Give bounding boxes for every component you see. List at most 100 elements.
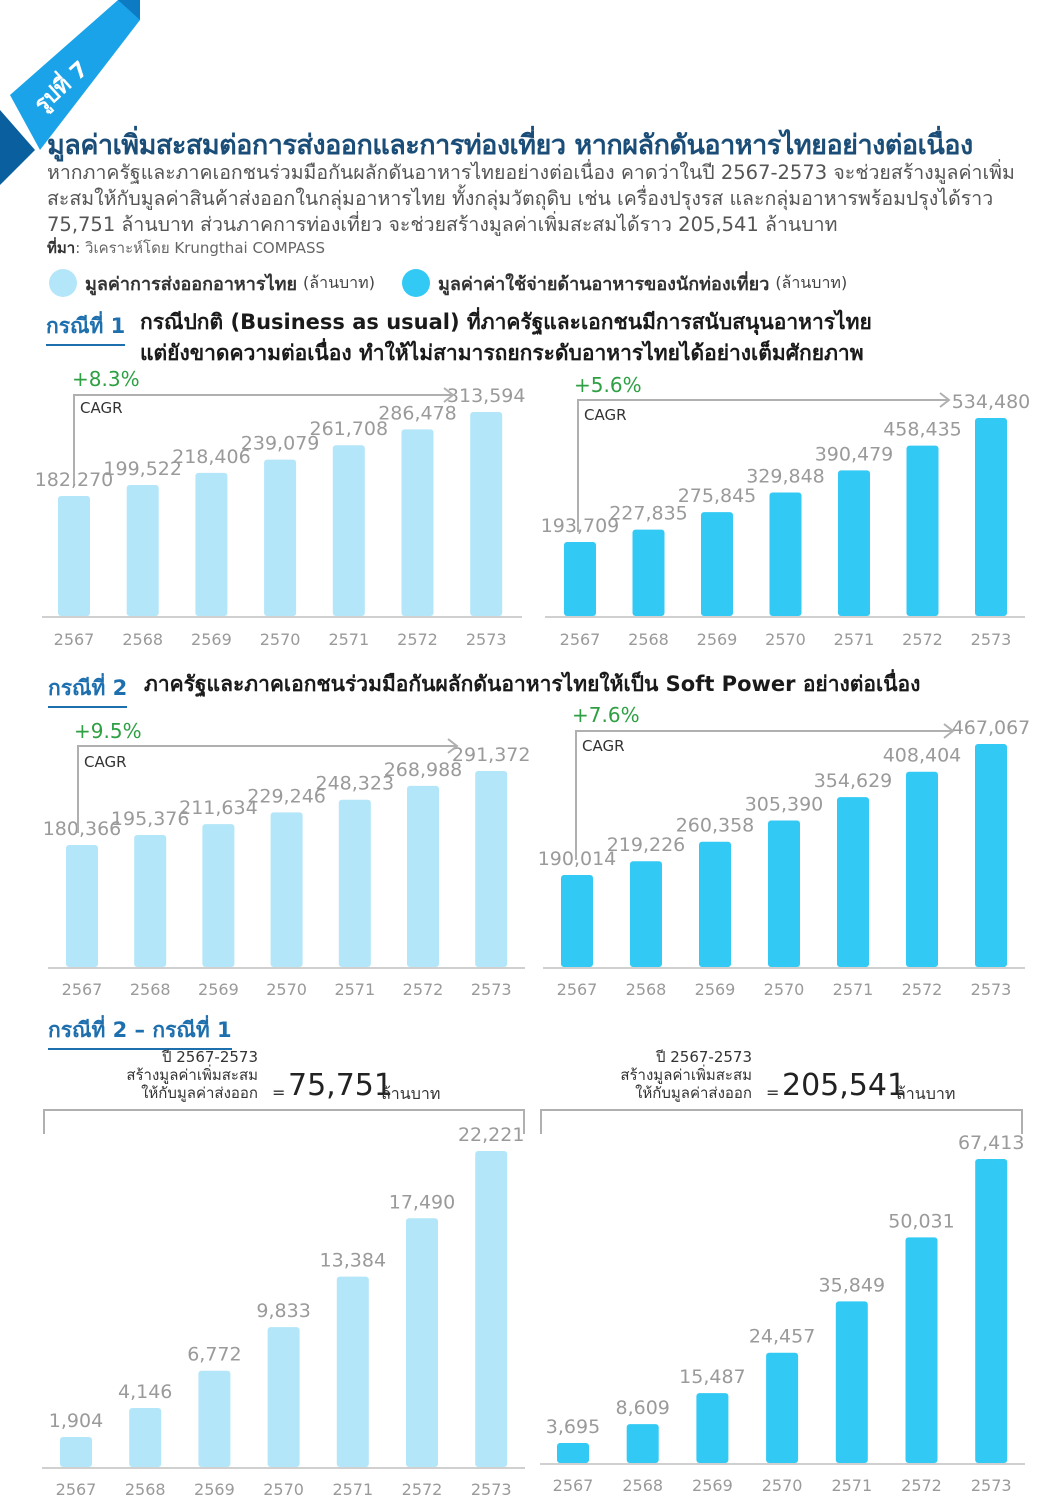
data-label: 22,221: [458, 1124, 524, 1146]
summary-right-lines: ปี 2567-2573 สร้างมูลค่าเพิ่มสะสม ให้กับ…: [554, 1048, 752, 1102]
data-label: 193,709: [541, 515, 620, 537]
data-label: 218,406: [172, 446, 251, 468]
x-tick-label: 2573: [466, 630, 507, 649]
bar: [564, 542, 596, 616]
bar: [699, 841, 731, 967]
x-tick-label: 2568: [125, 1480, 166, 1499]
bar: [58, 496, 90, 616]
x-tick-label: 2571: [334, 980, 375, 999]
bar: [267, 1327, 300, 1467]
bar: [470, 412, 503, 616]
bar: [626, 1424, 659, 1463]
cagr-bracket: [575, 730, 952, 860]
case-diff-label: กรณีที่ 2 – กรณีที่ 1: [48, 1014, 232, 1050]
x-tick-label: 2571: [328, 630, 369, 649]
data-label: 17,490: [389, 1191, 455, 1213]
bar: [696, 1393, 729, 1463]
cagr-value: +8.3%: [72, 367, 140, 391]
x-tick-label: 2571: [332, 1480, 373, 1499]
x-tick-label: 2572: [902, 980, 943, 999]
data-label: 8,609: [615, 1397, 669, 1419]
cagr-label: CAGR: [80, 399, 123, 417]
source-text: : วิเคราะห์โดย Krungthai COMPASS: [75, 239, 326, 257]
data-label: 239,079: [241, 433, 320, 455]
cagr-arrowhead: [443, 387, 455, 403]
bar: [632, 529, 665, 616]
cagr-arrowhead: [943, 723, 955, 739]
data-label: 13,384: [320, 1250, 386, 1272]
bar: [60, 1437, 92, 1467]
summary-right-unit: ล้านบาท: [896, 1084, 956, 1103]
case1-text-line: แต่ยังขาดความต่อเนื่อง ทำให้ไม่สามารถยกร…: [140, 341, 864, 365]
data-label: 534,480: [952, 391, 1031, 413]
cagr-bracket: [577, 399, 948, 532]
x-tick-label: 2568: [622, 1476, 663, 1495]
x-tick-label: 2569: [191, 630, 232, 649]
cagr-label: CAGR: [582, 737, 625, 755]
data-label: 15,487: [679, 1366, 745, 1388]
bar: [126, 484, 159, 616]
x-tick-label: 2573: [471, 980, 512, 999]
bar: [975, 744, 1007, 967]
bar: [837, 797, 869, 967]
description-line: 75,751 ล้านบาท ส่วนภาคการท่องเที่ยว จะช่…: [47, 213, 838, 236]
bar: [905, 1237, 938, 1463]
bar: [66, 845, 98, 967]
cagr-bracket: [77, 745, 456, 833]
bar: [332, 445, 365, 616]
data-label: 3,695: [546, 1416, 600, 1438]
bar: [134, 834, 167, 967]
legend-swatch-export: [49, 269, 77, 297]
bar: [906, 771, 938, 967]
bar: [701, 512, 733, 616]
legend-item-tourism: มูลค่าค่าใช้จ่ายด้านอาหารของนักท่องเที่ย…: [402, 268, 847, 298]
cagr-bracket: [73, 394, 452, 484]
bar: [561, 875, 593, 967]
summary-bracket: [43, 1109, 525, 1134]
data-label: 50,031: [888, 1210, 954, 1232]
data-label: 260,358: [676, 815, 755, 837]
x-tick-label: 2569: [194, 1480, 235, 1499]
cagr-arrowhead: [939, 392, 951, 408]
bar: [835, 1301, 868, 1463]
bar: [198, 1370, 231, 1467]
x-tick-label: 2570: [260, 630, 301, 649]
source-label: ที่มา: [47, 239, 76, 257]
legend-label-export: มูลค่าการส่งออกอาหารไทย: [85, 273, 298, 295]
data-label: 24,457: [749, 1326, 815, 1348]
cagr-label: CAGR: [84, 753, 127, 771]
bar: [475, 771, 508, 967]
case2-text: ภาครัฐและภาคเอกชนร่วมมือกันผลักดันอาหารไ…: [144, 672, 921, 696]
x-tick-label: 2568: [626, 980, 667, 999]
x-tick-label: 2568: [628, 630, 669, 649]
bar: [975, 1159, 1008, 1463]
legend-unit-export: (ล้านบาท): [303, 272, 375, 292]
bar: [406, 1218, 438, 1467]
summary-left-value: 75,751: [288, 1068, 393, 1103]
data-label: 458,435: [883, 419, 962, 441]
x-tick-label: 2572: [397, 630, 438, 649]
bar: [838, 470, 870, 616]
summary-line: ให้กับมูลค่าส่งออก: [635, 1084, 752, 1102]
summary-left-unit: ล้านบาท: [381, 1084, 441, 1103]
summary-line: ปี 2567-2573: [161, 1048, 258, 1066]
x-tick-label: 2573: [971, 980, 1012, 999]
cagr-value: +7.6%: [572, 703, 640, 727]
data-label: 35,849: [819, 1274, 885, 1296]
x-tick-label: 2570: [764, 980, 805, 999]
data-label: 9,833: [256, 1300, 310, 1322]
bar: [336, 1276, 369, 1467]
summary-line: สร้างมูลค่าเพิ่มสะสม: [126, 1066, 258, 1084]
x-tick-label: 2570: [263, 1480, 304, 1499]
data-label: 313,594: [447, 385, 526, 407]
bar: [975, 418, 1007, 616]
x-tick-label: 2571: [833, 980, 874, 999]
x-tick-label: 2573: [971, 1476, 1012, 1495]
bar: [769, 492, 802, 616]
bar: [475, 1151, 508, 1467]
